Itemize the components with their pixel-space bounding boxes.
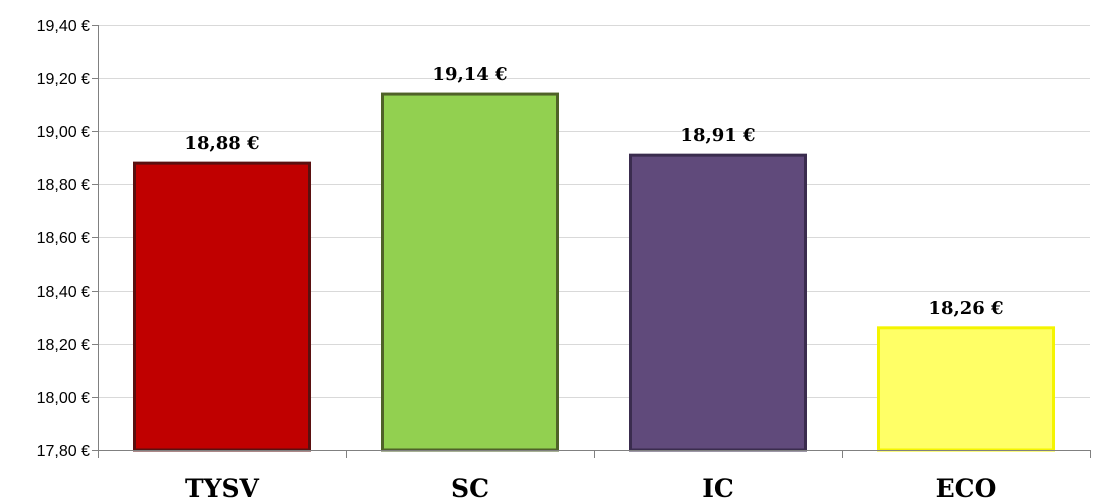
y-tick-label: 19,00 €: [37, 124, 90, 141]
labels: 17,80 € 18,00 € 18,20 € 18,40 € 18,60 € 18,80…: [37, 18, 1004, 501]
data-label: 18,88 €: [184, 133, 259, 154]
data-label: 18,26 €: [928, 298, 1003, 319]
y-tick-label: 19,20 €: [37, 71, 90, 88]
data-label: 18,91 €: [680, 125, 755, 146]
data-label: 19,14 €: [432, 64, 507, 85]
bar-tysv: [133, 161, 311, 452]
y-tick-label: 18,60 €: [37, 230, 90, 247]
bar-sc: [381, 92, 559, 452]
x-tick-label: IC: [702, 474, 734, 501]
bars: [133, 92, 1055, 452]
y-tick-label: 19,40 €: [37, 18, 90, 35]
x-tick-label: ECO: [936, 474, 997, 501]
y-tick-label: 18,00 €: [37, 390, 90, 407]
x-tick-label: SC: [451, 474, 489, 501]
axes: [92, 25, 1091, 458]
y-tick-label: 17,80 €: [37, 443, 90, 460]
y-tick-label: 18,20 €: [37, 337, 90, 354]
y-tick-label: 18,80 €: [37, 177, 90, 194]
bar-eco: [877, 326, 1055, 452]
x-tick-label: TYSV: [185, 474, 260, 501]
bar-ic: [629, 153, 807, 452]
y-tick-label: 18,40 €: [37, 284, 90, 301]
